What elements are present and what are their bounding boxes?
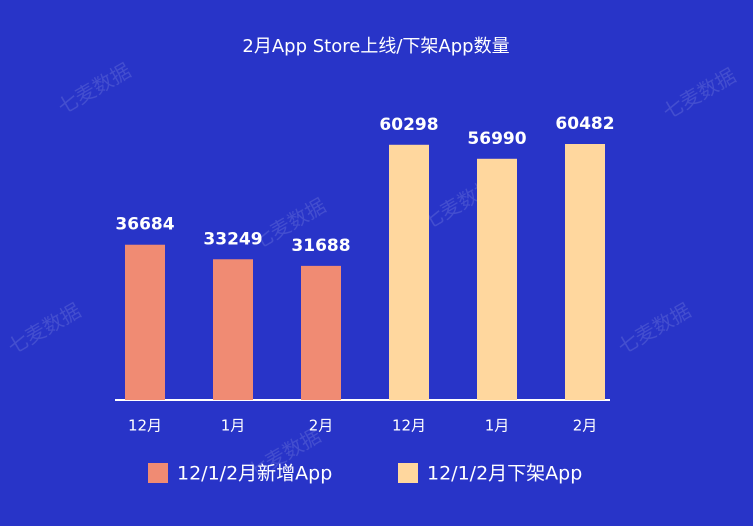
x-tick-label: 2月	[573, 417, 598, 435]
data-label: 60482	[555, 114, 614, 134]
legend-swatch	[148, 463, 168, 483]
bar	[565, 144, 605, 400]
x-tick-label: 12月	[128, 417, 162, 435]
data-label: 36684	[115, 215, 174, 235]
bar	[389, 144, 429, 400]
x-tick-label: 2月	[309, 417, 334, 435]
x-tick-label: 1月	[221, 417, 246, 435]
bar	[125, 244, 165, 400]
data-label: 33249	[203, 229, 262, 249]
legend-label: 12/1/2月新增App	[177, 463, 332, 485]
x-tick-label: 12月	[392, 417, 426, 435]
legend-swatch	[398, 463, 418, 483]
data-label: 56990	[467, 129, 526, 149]
bar	[213, 259, 253, 400]
data-label: 31688	[291, 236, 350, 256]
bar	[477, 158, 517, 400]
bar	[301, 265, 341, 400]
x-tick-label: 1月	[485, 417, 510, 435]
chart-title: 2月App Store上线/下架App数量	[242, 36, 509, 57]
legend-label: 12/1/2月下架App	[427, 463, 582, 485]
data-label: 60298	[379, 115, 438, 135]
